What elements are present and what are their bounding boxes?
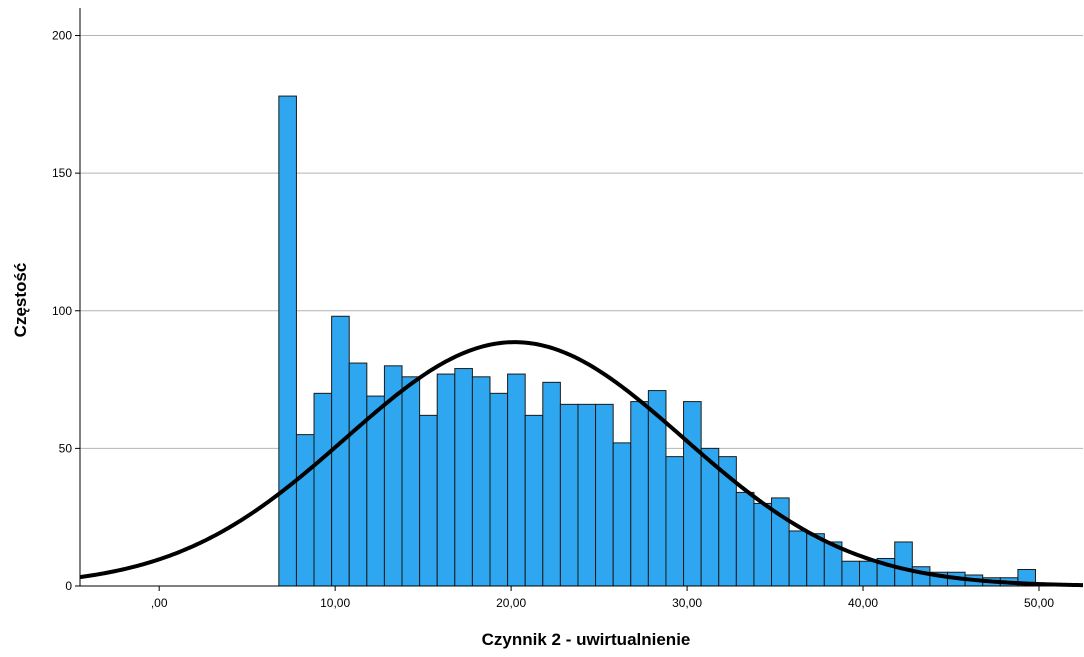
x-tick-labels: ,00 10,00 20,00 30,00 40,00 50,00 (151, 586, 1054, 610)
histogram-bar (524, 414, 544, 587)
histogram-bar (612, 442, 632, 587)
y-tick-label: 0 (65, 579, 72, 593)
x-axis-title: Czynnik 2 - uwirtualnienie (482, 630, 691, 649)
histogram-bar (630, 401, 649, 587)
histogram-bar (841, 560, 861, 587)
histogram-bar (595, 403, 614, 587)
normal-curve-layer (79, 340, 1084, 588)
histogram-bar (366, 395, 385, 587)
histogram-bar (348, 362, 368, 587)
histogram-bar (894, 541, 913, 587)
normal-curve (79, 340, 1084, 588)
y-axis-title: Częstość (11, 263, 30, 338)
histogram-bar (788, 530, 808, 587)
x-tick-label: 30,00 (672, 596, 702, 610)
x-tick-label: ,00 (151, 596, 168, 610)
histogram-bar (559, 403, 579, 587)
histogram-bar (419, 414, 438, 587)
histogram-bar (542, 381, 561, 587)
histogram-bar (735, 491, 755, 587)
histogram-bar (859, 560, 878, 587)
gridlines (80, 35, 1083, 449)
y-tick-label: 100 (52, 304, 72, 318)
histogram-bar (577, 403, 597, 587)
histogram-bar (278, 95, 297, 587)
histogram-bar (471, 376, 491, 587)
x-tick-label: 50,00 (1024, 596, 1054, 610)
histogram-bars (278, 95, 1036, 587)
x-tick-label: 20,00 (496, 596, 526, 610)
y-tick-labels: 0 50 100 150 200 (52, 29, 80, 593)
histogram-bar (700, 447, 720, 587)
x-tick-label: 10,00 (320, 596, 350, 610)
histogram-bar (454, 368, 473, 587)
histogram-bar (753, 502, 773, 587)
histogram-bar (436, 373, 456, 587)
histogram-bar (295, 434, 315, 587)
x-tick-label: 40,00 (848, 596, 878, 610)
histogram-bar (806, 533, 825, 587)
histogram-bar (331, 315, 350, 587)
histogram-bar (665, 456, 685, 587)
histogram-bar (683, 401, 702, 587)
axes (79, 8, 1083, 587)
histogram-bar (507, 373, 526, 587)
y-tick-label: 150 (52, 166, 72, 180)
histogram-bar (401, 376, 421, 587)
y-tick-label: 200 (52, 29, 72, 43)
histogram-bar (313, 392, 333, 587)
y-tick-label: 50 (59, 441, 73, 455)
histogram-bar (489, 392, 509, 587)
